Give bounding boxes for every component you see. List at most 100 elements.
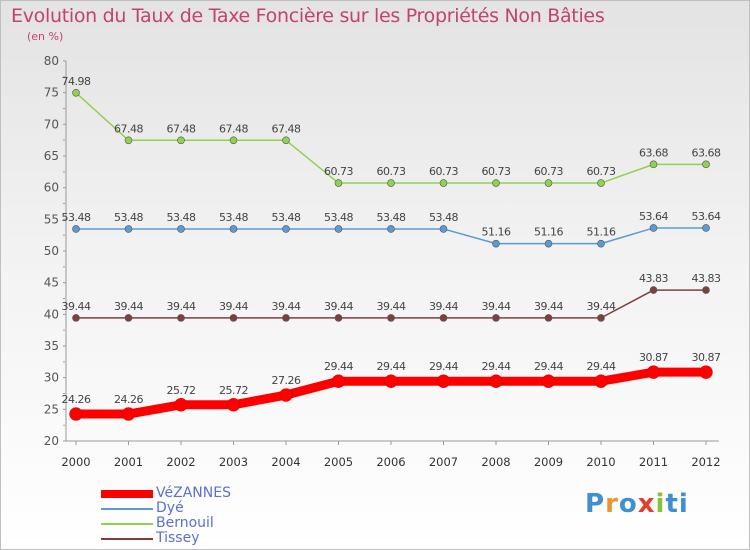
y-tick-label: 20 [44,434,59,448]
data-label-vezannes: 24.26 [114,393,143,406]
data-label-vezannes: 29.44 [377,360,406,373]
data-point-dye [334,225,343,233]
data-label-bernouil: 67.48 [167,122,196,135]
data-label-dye: 53.48 [377,211,406,224]
x-tick-label: 2007 [429,455,458,469]
data-label-bernouil: 60.73 [429,165,458,178]
data-point-dye [702,224,710,232]
data-point-dye [597,239,605,248]
legend-label-bernouil: Bernouil [156,515,214,531]
data-label-bernouil: 60.73 [324,165,353,178]
data-label-vezannes: 29.44 [587,360,616,373]
y-tick-label: 35 [44,339,59,353]
y-tick-label: 25 [44,402,59,416]
legend-swatch-tissey [101,538,153,540]
data-point-tissey [387,314,395,322]
data-label-dye: 53.48 [429,211,458,224]
data-point-vezannes [489,374,503,388]
data-point-dye [282,225,290,233]
data-point-dye [439,225,448,233]
data-point-tissey [597,314,605,322]
x-tick-label: 2005 [324,455,353,469]
data-label-vezannes: 25.72 [167,384,196,397]
data-label-bernouil: 74.98 [62,75,91,88]
data-label-tissey: 39.44 [534,300,563,313]
y-tick-label: 65 [44,149,59,163]
y-tick-label: 80 [44,54,59,68]
y-tick-label: 55 [44,212,59,226]
data-label-bernouil: 60.73 [587,165,616,178]
data-label-bernouil: 67.48 [114,122,143,135]
legend-swatch-dye [101,508,153,510]
data-label-dye: 53.48 [272,211,301,224]
x-tick-label: 2004 [271,455,300,469]
data-label-dye: 51.16 [534,226,563,239]
data-point-bernouil [387,179,395,187]
x-tick-label: 2011 [639,455,668,469]
data-point-tissey [702,286,710,294]
data-label-vezannes: 30.87 [639,351,668,364]
data-point-vezannes [699,365,713,379]
data-label-vezannes: 29.44 [482,360,511,373]
data-label-bernouil: 60.73 [534,165,563,178]
data-point-tissey [72,314,80,322]
legend-label-dye: Dyé [156,500,184,516]
data-label-vezannes: 24.26 [62,393,91,406]
data-point-tissey [544,314,553,322]
data-label-tissey: 43.83 [692,272,721,285]
data-point-bernouil [282,136,290,145]
legend-label-tissey: Tissey [156,530,200,546]
data-label-bernouil: 60.73 [482,165,511,178]
data-point-bernouil [229,136,238,145]
chart-subtitle: (en %) [27,30,64,43]
data-label-tissey: 43.83 [639,272,668,285]
data-point-dye [544,239,553,248]
data-point-tissey [439,314,448,322]
data-point-vezannes [436,374,451,388]
proxiti-logo: Proxiti [585,489,689,519]
x-tick-label: 2000 [61,455,90,469]
data-point-vezannes [69,407,83,421]
x-tick-label: 2008 [481,455,510,469]
data-label-dye: 53.64 [692,210,721,223]
data-label-tissey: 39.44 [482,300,511,313]
data-label-bernouil: 67.48 [219,122,248,135]
x-tick-label: 2003 [219,455,248,469]
data-label-tissey: 39.44 [587,300,616,313]
data-point-vezannes [279,388,293,402]
data-label-vezannes: 27.26 [272,374,301,387]
y-tick-label: 40 [44,307,59,321]
data-point-vezannes [174,398,188,412]
data-label-dye: 53.48 [167,211,196,224]
data-point-bernouil [702,160,710,169]
data-point-tissey [334,314,343,322]
data-point-vezannes [646,365,661,379]
logo-letter: r [605,489,619,519]
data-label-tissey: 39.44 [114,300,143,313]
y-tick-label: 70 [44,117,59,131]
x-tick-label: 2009 [534,455,563,469]
logo-letter: i [655,489,666,519]
x-tick-label: 2002 [166,455,195,469]
data-point-dye [72,225,80,233]
x-tick-label: 2010 [586,455,615,469]
data-label-tissey: 39.44 [167,300,196,313]
data-point-bernouil [439,179,448,187]
data-label-dye: 51.16 [587,226,616,239]
logo-letter: x [637,489,656,519]
data-point-tissey [124,314,133,322]
data-label-tissey: 39.44 [429,300,458,313]
data-point-tissey [649,286,658,294]
data-point-vezannes [594,374,608,388]
legend-label-vezannes: VéZANNES [156,485,231,501]
data-label-tissey: 39.44 [324,300,353,313]
data-point-tissey [492,314,500,322]
data-point-dye [492,239,500,248]
data-label-vezannes: 30.87 [692,351,721,364]
y-tick-label: 45 [44,276,59,290]
data-point-vezannes [121,407,136,421]
x-tick-label: 2006 [376,455,405,469]
data-label-dye: 53.48 [114,211,143,224]
data-point-dye [177,225,185,233]
